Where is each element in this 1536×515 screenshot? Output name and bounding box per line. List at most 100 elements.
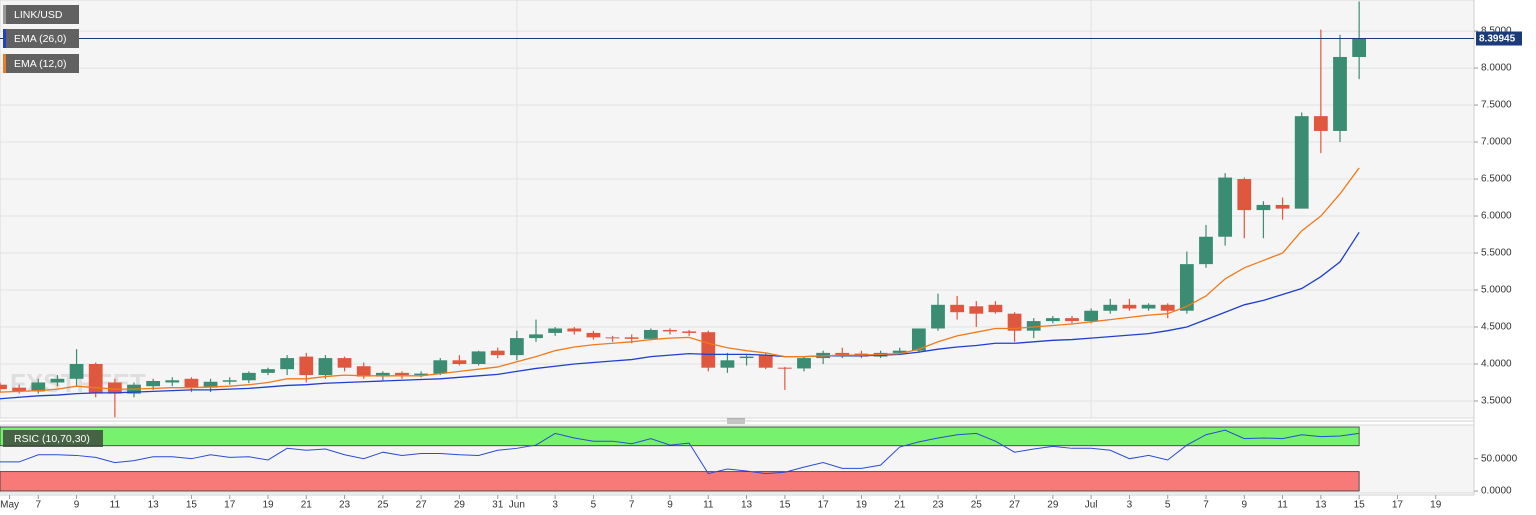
- candle-body: [1218, 177, 1233, 237]
- rsi-line: [0, 429, 1360, 475]
- candle-body: [0, 384, 7, 390]
- legend-box[interactable]: [3, 54, 79, 73]
- x-tick-label: 23: [932, 500, 944, 511]
- candle-body: [835, 352, 850, 356]
- last-price-label: 8.39945: [1479, 34, 1516, 45]
- x-tick-label: 19: [1430, 500, 1442, 511]
- y-tick-label: 8.0000: [1481, 63, 1512, 74]
- candle-body: [567, 328, 582, 332]
- candle-body: [299, 356, 314, 376]
- candle-body: [1313, 116, 1328, 131]
- x-tick-label: 17: [1392, 500, 1404, 511]
- resize-handle[interactable]: [727, 418, 745, 424]
- oversold-zone: [0, 471, 1360, 492]
- ema-line: [0, 167, 1360, 393]
- candle-body: [931, 304, 945, 329]
- candle-body: [1065, 318, 1079, 322]
- candle-body: [395, 372, 409, 376]
- legend-swatch: [3, 54, 6, 73]
- legend-box[interactable]: [3, 29, 79, 48]
- y-tick-label: 6.0000: [1481, 211, 1512, 222]
- y-tick-label: 8.5000: [1481, 26, 1512, 37]
- y-tick-label: 6.5000: [1481, 174, 1512, 185]
- y-tick-label: 7.0000: [1481, 137, 1512, 148]
- x-tick-label: 21: [301, 500, 313, 511]
- candle-body: [356, 366, 371, 377]
- candle-body: [414, 373, 429, 376]
- candle-body: [1294, 116, 1309, 209]
- x-tick-label: 7: [629, 500, 635, 511]
- x-tick-label: 25: [377, 500, 389, 511]
- x-tick-label: 3: [1127, 500, 1133, 511]
- candle-body: [107, 382, 122, 394]
- candle-body: [548, 328, 563, 333]
- indicator-label-box: [3, 430, 103, 447]
- y-tick-label: 5.0000: [1481, 285, 1512, 296]
- candle-body: [739, 356, 754, 359]
- x-tick-label: 9: [1242, 500, 1248, 511]
- x-tick-label: 19: [856, 500, 868, 511]
- x-tick-label: 27: [1009, 500, 1021, 511]
- candle-body: [165, 380, 180, 383]
- candle-body: [69, 363, 84, 379]
- candle-body: [318, 358, 333, 376]
- x-tick-label: 7: [1203, 500, 1209, 511]
- candle-body: [1084, 310, 1099, 322]
- candle-body: [663, 329, 677, 332]
- candle-body: [969, 306, 984, 314]
- x-tick-label: Jun: [509, 500, 525, 511]
- y-tick-label: 0.0000: [1481, 486, 1512, 497]
- y-tick-label: 50.0000: [1481, 453, 1518, 464]
- x-tick-label: 25: [971, 500, 983, 511]
- candle-body: [1026, 321, 1041, 331]
- x-tick-label: 31: [492, 500, 504, 511]
- x-tick-label: 5: [591, 500, 597, 511]
- x-tick-label: 5: [1165, 500, 1171, 511]
- x-tick-label: 9: [667, 500, 673, 511]
- x-tick-label: 11: [1277, 500, 1288, 511]
- candle-body: [1199, 236, 1213, 265]
- last-price-box: [1476, 31, 1522, 46]
- y-tick-label: 4.5000: [1481, 322, 1512, 333]
- candle-body: [337, 358, 352, 368]
- x-tick-label: 27: [416, 500, 428, 511]
- candle-body: [1256, 204, 1271, 211]
- legend-box[interactable]: [3, 5, 79, 24]
- candle-body: [758, 355, 773, 368]
- candle-body: [31, 382, 46, 392]
- legend-swatch: [3, 5, 6, 24]
- candle-body: [1103, 304, 1118, 311]
- x-tick-label: 15: [1354, 500, 1366, 511]
- y-tick-label: 4.0000: [1481, 359, 1512, 370]
- main-plot-area: [0, 0, 1475, 419]
- candle-body: [682, 331, 697, 333]
- legend-swatch: [3, 29, 6, 48]
- x-tick-label: 13: [148, 500, 160, 511]
- legend-label: LINK/USD: [14, 9, 63, 21]
- candle-body: [720, 360, 735, 368]
- candle-body: [911, 328, 926, 351]
- candle-body: [1045, 318, 1060, 322]
- candle-body: [586, 332, 601, 338]
- x-tick-label: 9: [74, 500, 80, 511]
- x-tick-label: 15: [186, 500, 198, 511]
- candle-body: [1141, 304, 1156, 309]
- candle-body: [797, 358, 811, 369]
- x-tick-label: 17: [818, 500, 830, 511]
- candle-body: [1122, 304, 1137, 309]
- candle-body: [433, 360, 448, 374]
- legend-label: EMA (12,0): [14, 58, 67, 70]
- candle-body: [452, 360, 467, 364]
- candle-body: [222, 380, 237, 382]
- candle-body: [50, 378, 65, 383]
- y-tick-label: 5.5000: [1481, 248, 1512, 259]
- overbought-zone: [0, 426, 1360, 447]
- candle-body: [950, 304, 965, 313]
- candle-body: [605, 337, 620, 339]
- candle-body: [1179, 264, 1194, 311]
- candle-body: [1237, 179, 1252, 211]
- x-tick-label: Jul: [1085, 500, 1098, 511]
- ema-line: [0, 231, 1360, 400]
- candle-body: [471, 351, 486, 364]
- x-tick-label: 13: [741, 500, 753, 511]
